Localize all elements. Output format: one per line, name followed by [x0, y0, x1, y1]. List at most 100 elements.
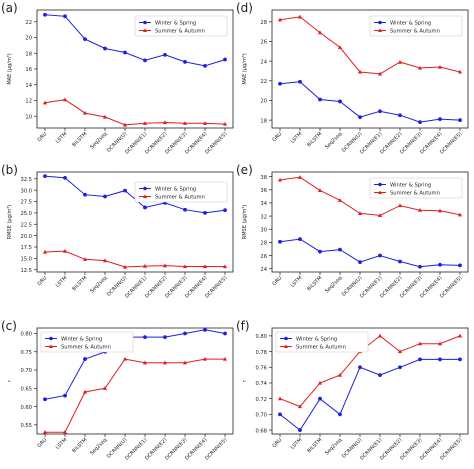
series-1-point: [298, 237, 302, 242]
y-tick-label: 0.76: [255, 365, 267, 371]
plot-frame: [36, 327, 234, 435]
panel-label: (e): [236, 163, 253, 177]
y-tick-label: 0.72: [255, 397, 267, 403]
y-tick-label: 26: [260, 254, 267, 260]
y-tick-label: 32: [260, 214, 267, 220]
y-tick-label: 36: [260, 188, 267, 194]
series-1-point: [223, 57, 227, 62]
series-2-point: [277, 396, 283, 401]
series-1-point: [223, 331, 227, 336]
y-tick-label: 0.80: [255, 334, 267, 340]
legend-box: [369, 15, 463, 37]
series-2-point: [377, 213, 383, 218]
series-2-point: [102, 258, 108, 263]
series-1-point: [63, 393, 67, 398]
series-2-point: [277, 17, 283, 22]
series-line-2: [44, 250, 225, 268]
series-2-point: [437, 64, 443, 69]
legend-box: [369, 177, 463, 199]
y-tick-label: 0.78: [255, 350, 267, 356]
series-1-point: [338, 99, 342, 104]
x-tick-label: GRU: [271, 131, 283, 143]
series-1-point: [418, 357, 422, 362]
series-1-point: [83, 192, 87, 197]
y-tick-label: 28: [260, 20, 267, 26]
legend-label: Summer & Autumn: [390, 191, 440, 197]
series-1-point: [298, 428, 302, 432]
legend: Winter & Spring Summer & Autumn: [134, 181, 228, 203]
y-tick-label: 0.70: [20, 368, 32, 374]
x-tick-label: BiLSTM: [71, 275, 88, 292]
series-1-point: [438, 262, 442, 267]
panel-label: (b): [1, 163, 18, 177]
series-2-point: [277, 177, 283, 182]
panel-b: (b) 12.5 15.0 17.5 20.0 22.5 25.0 27.5 30.0 32.5 R…: [1, 163, 234, 300]
panel-e: (e) 24 26 28 30 32 34 36 38 RMSE (μg/m³) GRU LSTM Bi…: [236, 163, 469, 300]
y-tick-label: 10: [25, 114, 32, 120]
series-1-point: [418, 120, 422, 124]
series-1-point: [143, 205, 147, 210]
legend-box: [134, 15, 228, 37]
legend-label: Winter & Spring: [390, 183, 431, 189]
x-tick-label: Seq2seq: [89, 437, 108, 456]
y-tick-label: 0.80: [20, 332, 32, 338]
series-1-point: [318, 396, 322, 401]
legend-label: Winter & Spring: [155, 21, 196, 27]
legend-marker: [49, 336, 53, 341]
legend-label: Winter & Spring: [155, 187, 196, 193]
panel-label: (c): [1, 319, 17, 333]
y-tick-label: 16: [25, 67, 32, 73]
series-1-point: [63, 176, 67, 180]
series-1-point: [143, 58, 147, 63]
panel-c: (c) 0.55 0.60 0.65 0.70 0.75 0.80 r GRU LSTM BiLST…: [1, 319, 234, 462]
legend-marker: [143, 194, 147, 198]
series-2-point: [437, 208, 443, 213]
panel-label: (d): [236, 1, 253, 15]
legend-label: Summer & Autumn: [296, 345, 346, 351]
series-2-point: [142, 263, 148, 268]
x-tick-label: Seq2seq: [324, 437, 343, 456]
y-tick-label: 0.70: [255, 413, 267, 419]
legend-marker: [143, 186, 147, 191]
series-1-point: [298, 79, 302, 84]
legend-label: Summer & Autumn: [390, 29, 440, 35]
legend-marker: [378, 20, 382, 25]
x-tick-label: GRU: [36, 131, 48, 143]
x-tick-label: LSTM: [290, 131, 304, 145]
series-2-point: [82, 389, 88, 394]
series-line-1: [279, 81, 461, 123]
y-tick-label: 22: [260, 79, 267, 85]
x-tick-label: Seq2seq: [89, 275, 108, 294]
x-tick-label: BiLSTM: [71, 437, 88, 454]
y-tick-label: 38: [260, 175, 267, 181]
series-2-point: [122, 264, 128, 269]
y-tick-label: 0.68: [255, 428, 267, 434]
series-2-point: [182, 360, 188, 365]
y-tick-label: 12.5: [20, 268, 32, 274]
x-tick-label: GRU: [271, 437, 283, 449]
x-tick-label: LSTM: [290, 437, 304, 451]
series-2-point: [62, 97, 68, 102]
plot-frame: [271, 327, 469, 435]
legend-marker: [378, 182, 382, 187]
series-1-point: [103, 46, 107, 51]
x-tick-label: Seq2seq: [89, 131, 108, 150]
series-2-point: [222, 264, 228, 269]
y-tick-label: 18: [260, 118, 267, 124]
series-1-point: [278, 412, 282, 417]
series-2-point: [337, 198, 343, 202]
y-tick-label: 22: [25, 20, 32, 26]
y-tick-label: 15.0: [20, 257, 32, 263]
series-2-point: [357, 69, 363, 74]
legend-label: Summer & Autumn: [155, 195, 205, 201]
series-2-point: [397, 203, 403, 208]
series-1-point: [318, 97, 322, 102]
series-2-point: [297, 14, 303, 19]
y-tick-label: 30.0: [20, 188, 32, 194]
legend: Winter & Spring Summer & Autumn: [369, 15, 463, 37]
y-tick-label: 0.60: [20, 405, 32, 411]
series-2-point: [122, 122, 128, 127]
y-tick-label: 12: [25, 99, 32, 105]
series-2-point: [417, 207, 423, 212]
